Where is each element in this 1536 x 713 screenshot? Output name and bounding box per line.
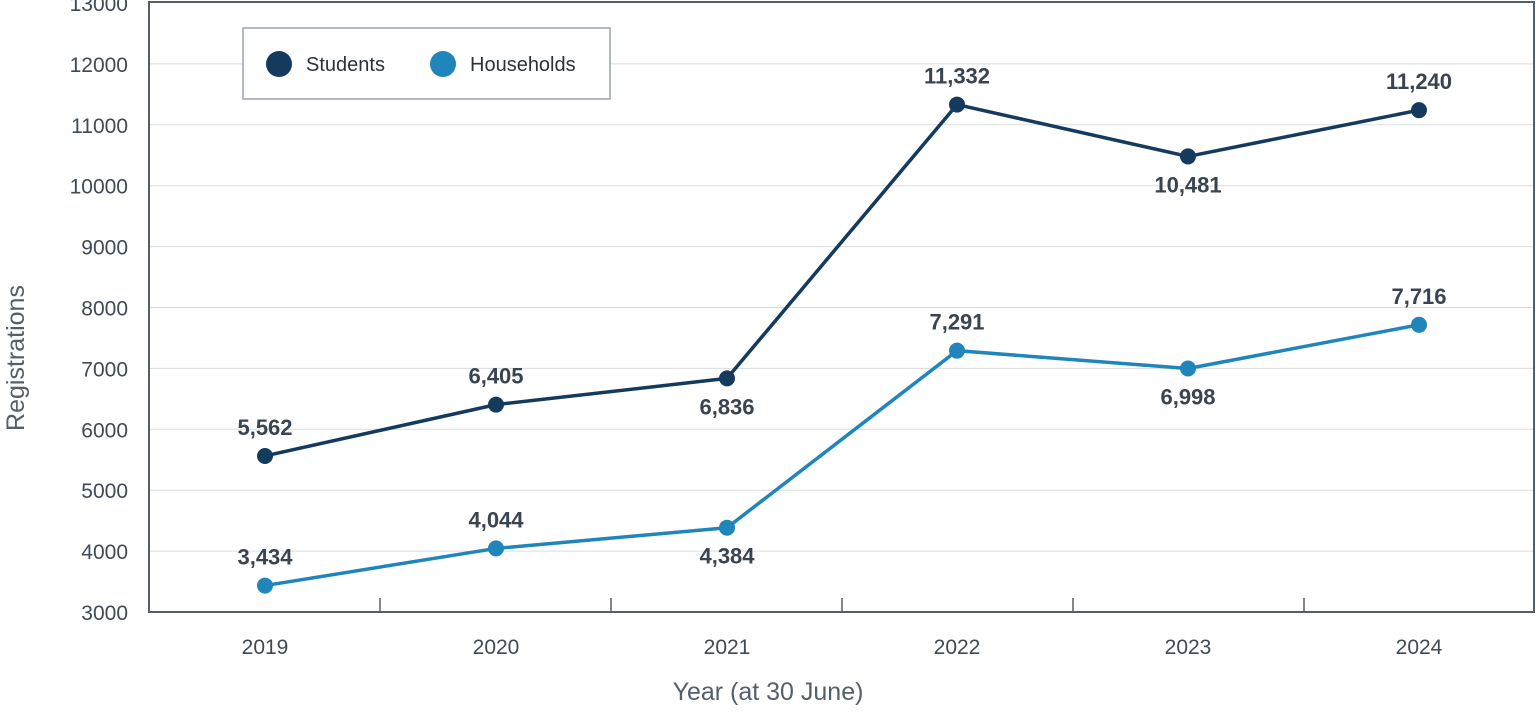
data-label-students-2022: 11,332	[924, 64, 990, 89]
plot-frame	[148, 1, 1535, 613]
data-label-students-2021: 6,836	[699, 394, 754, 419]
x-tick-label-2020: 2020	[473, 636, 520, 659]
data-label-households-2019: 3,434	[237, 545, 293, 570]
y-tick-label-4000: 4000	[81, 541, 128, 564]
data-label-households-2023: 6,998	[1160, 385, 1215, 410]
x-tick-label-2021: 2021	[704, 636, 751, 659]
data-label-students-2024: 11,240	[1386, 69, 1452, 94]
series-group	[257, 96, 1427, 594]
x-axis-ticks: 2019 2020 2021 2022 2023 2024	[242, 598, 1443, 659]
data-label-households-2021: 4,384	[699, 544, 755, 569]
x-tick-label-2022: 2022	[934, 636, 981, 659]
y-axis-ticks: 3000 4000 5000 6000 7000 8000 9000 10000 11000 12…	[70, 0, 128, 625]
series-line-students	[264, 102, 1420, 458]
data-label-households-2024: 7,716	[1391, 284, 1446, 309]
y-tick-label-8000: 8000	[81, 298, 128, 321]
data-point-households-2022	[949, 342, 965, 359]
x-axis-title: Year (at 30 June)	[673, 678, 864, 706]
x-tick-label-2023: 2023	[1165, 636, 1212, 659]
data-point-households-2023	[1180, 360, 1196, 377]
y-tick-label-11000: 11000	[71, 115, 128, 138]
y-tick-label-13000: 13000	[70, 0, 128, 16]
data-point-students-2022	[949, 96, 965, 113]
gridlines	[150, 63, 1534, 552]
y-tick-label-3000: 3000	[81, 602, 128, 625]
data-point-students-2023	[1180, 148, 1196, 165]
data-point-households-2024	[1411, 316, 1427, 333]
y-tick-label-5000: 5000	[81, 480, 128, 503]
data-label-students-2019: 5,562	[237, 415, 292, 440]
data-point-students-2020	[488, 396, 504, 413]
data-point-students-2019	[257, 447, 273, 464]
x-tick-label-2019: 2019	[242, 636, 289, 659]
y-axis-title: Registrations	[2, 285, 30, 431]
data-label-students-2023: 10,481	[1154, 172, 1221, 197]
legend-box	[242, 27, 611, 100]
data-label-households-2020: 4,044	[468, 507, 524, 532]
data-point-students-2024	[1411, 102, 1427, 119]
y-tick-label-6000: 6000	[81, 419, 128, 442]
series-line-households	[264, 323, 1420, 588]
legend-swatch-households	[430, 51, 456, 77]
data-point-households-2020	[488, 540, 504, 557]
data-label-households-2022: 7,291	[929, 310, 984, 335]
data-point-households-2021	[719, 519, 735, 536]
data-point-households-2019	[257, 577, 273, 594]
y-tick-label-12000: 12000	[70, 54, 128, 77]
data-labels: 5,562 6,405 6,836 11,332 10,481 11,240 3,434 4,…	[237, 64, 1452, 570]
x-tick-label-2024: 2024	[1396, 636, 1443, 659]
y-tick-label-9000: 9000	[81, 237, 128, 260]
legend-swatch-students	[266, 51, 292, 77]
data-point-students-2021	[719, 370, 735, 387]
data-label-students-2020: 6,405	[468, 364, 523, 389]
legend-label-students: Students	[306, 54, 385, 76]
legend: Students Households	[242, 27, 611, 100]
legend-label-households: Households	[470, 54, 576, 76]
y-tick-label-7000: 7000	[81, 358, 128, 381]
y-tick-label-10000: 10000	[70, 176, 128, 199]
